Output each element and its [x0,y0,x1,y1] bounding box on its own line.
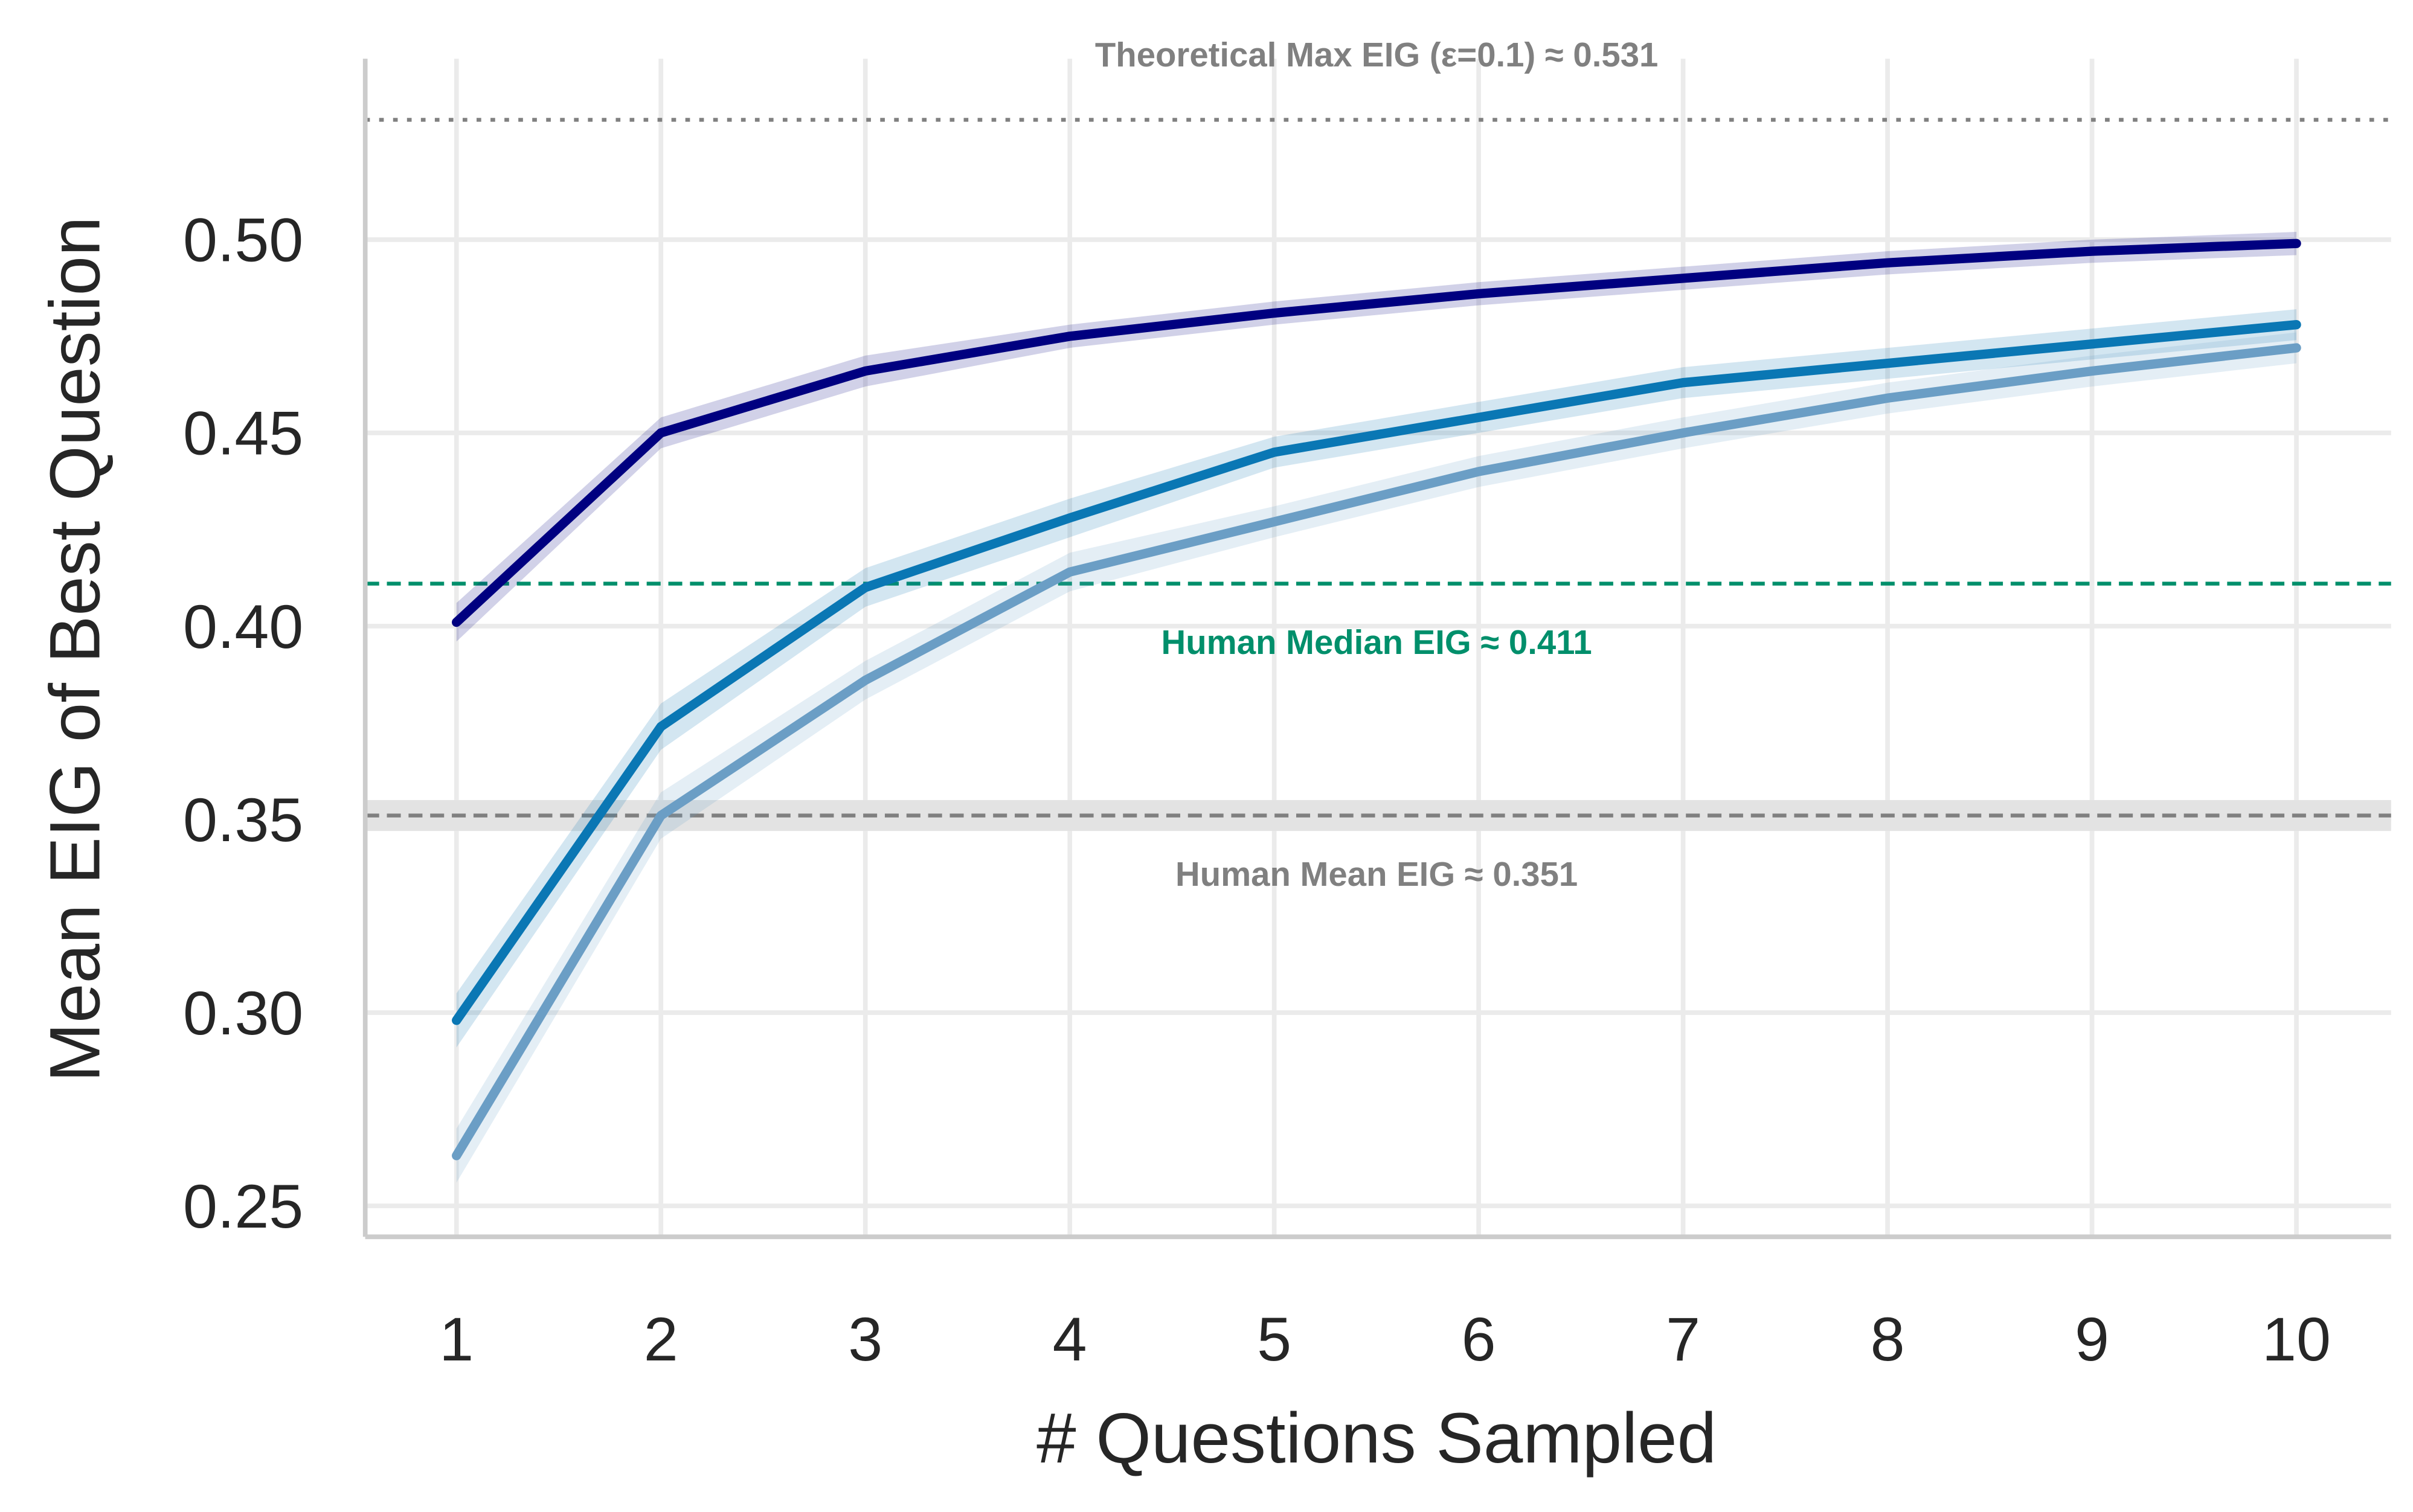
y-tick-labels: 0.25 0.30 0.35 0.40 0.45 0.50 [183,205,303,1241]
y-tick-label: 0.45 [183,399,303,468]
confidence-bands [456,232,2297,1183]
series-3-ci-band [456,332,2297,1183]
x-tick-label: 6 [1462,1304,1496,1374]
x-tick-label: 10 [2262,1304,2331,1374]
y-tick-label: 0.30 [183,978,303,1048]
reference-lines [365,118,2391,831]
x-tick-label: 7 [1666,1304,1700,1374]
theoretical-max-label: Theoretical Max EIG (ε=0.1) ≈ 0.531 [1095,36,1658,74]
y-tick-label: 0.40 [183,592,303,661]
x-tick-label: 9 [2075,1304,2109,1374]
y-tick-label: 0.35 [183,785,303,854]
series-2-line [452,319,2301,1025]
human-mean-label: Human Mean EIG ≈ 0.351 [1175,855,1578,893]
series-3-line [452,343,2301,1161]
series-1-ci-band [456,232,2297,642]
x-tick-label: 8 [1871,1304,1905,1374]
series-1-line [452,239,2301,627]
series-lines [452,239,2301,1161]
y-axis-label: Mean EIG of Best Question [34,217,114,1083]
x-axis-label: # Questions Sampled [1036,1398,1717,1478]
y-tick-label: 0.25 [183,1171,303,1241]
y-tick-label: 0.50 [183,205,303,275]
x-tick-label: 1 [439,1304,474,1374]
x-tick-label: 3 [848,1304,882,1374]
x-tick-label: 5 [1257,1304,1291,1374]
x-tick-label: 2 [644,1304,678,1374]
x-tick-label: 4 [1053,1304,1087,1374]
human-median-label: Human Median EIG ≈ 0.411 [1162,623,1592,661]
x-tick-labels: 1 2 3 4 5 6 7 8 9 10 [439,1304,2331,1374]
